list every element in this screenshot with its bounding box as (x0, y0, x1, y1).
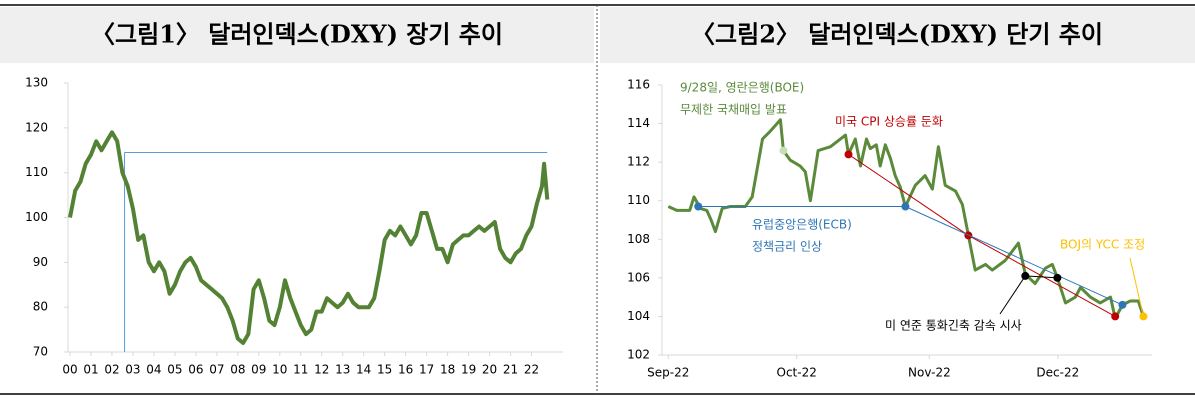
annotation-point (779, 146, 788, 155)
y-tick-label: 108 (627, 232, 650, 246)
x-tick-label: Dec-22 (1036, 366, 1079, 380)
y-tick-label: 130 (25, 76, 48, 90)
annotation-text: 유럽중앙은행(ECB) (752, 217, 852, 232)
chart-title: 〈그림1〉 달러인덱스(DXY) 장기 추이 (91, 20, 503, 49)
annotation-point (844, 150, 853, 159)
annotation-point (1118, 300, 1127, 309)
x-tick-label: 20 (482, 363, 497, 377)
x-tick-label: 09 (251, 363, 266, 377)
header-bg (600, 7, 1195, 63)
annotation-point (1139, 312, 1148, 321)
annotation-text: 미국 CPI 상승률 둔화 (835, 115, 943, 129)
y-tick-label: 104 (627, 309, 650, 323)
data-line (68, 130, 550, 345)
header-bg (0, 7, 594, 63)
chart-title: 〈그림2〉 달러인덱스(DXY) 단기 추이 (691, 20, 1103, 49)
annotation-point (1053, 273, 1062, 282)
annotation-point (1111, 312, 1120, 321)
x-tick-label: 12 (314, 363, 329, 377)
x-tick-label: 02 (104, 363, 119, 377)
x-tick-label: 03 (125, 363, 140, 377)
x-tick-label: 17 (419, 363, 434, 377)
x-tick-label: 15 (377, 363, 392, 377)
x-tick-label: Nov-22 (908, 366, 951, 380)
x-tick-label: 13 (335, 363, 350, 377)
annotation-point (901, 202, 910, 211)
x-tick-label: 00 (62, 363, 77, 377)
annotation-text: 9/28일, 영란은행(BOE) (680, 80, 804, 95)
annotation-point (1021, 271, 1030, 280)
y-tick-label: 120 (25, 120, 48, 134)
annotation-text: BOJ의 YCC 조정 (1060, 238, 1145, 252)
leader-line (1129, 257, 1144, 317)
x-tick-label: 16 (398, 363, 413, 377)
x-tick-label: 07 (209, 363, 224, 377)
x-tick-label: Sep-22 (647, 366, 689, 380)
y-tick-label: 110 (25, 165, 48, 179)
y-tick-label: 100 (25, 210, 48, 224)
y-tick-label: 116 (627, 78, 650, 92)
x-tick-label: 19 (461, 363, 476, 377)
x-tick-label: 11 (293, 363, 308, 377)
y-tick-label: 70 (33, 345, 48, 359)
y-tick-label: 80 (33, 300, 48, 314)
y-tick-label: 90 (33, 255, 48, 269)
x-tick-label: 18 (440, 363, 455, 377)
y-tick-label: 114 (627, 116, 650, 130)
x-tick-label: 01 (83, 363, 98, 377)
x-tick-label: 22 (524, 363, 539, 377)
annotation-point (694, 202, 703, 211)
x-tick-label: 08 (230, 363, 245, 377)
y-tick-label: 110 (627, 193, 650, 207)
x-tick-label: 04 (146, 363, 161, 377)
annotation-text: 정책금리 인상 (752, 239, 822, 254)
annotation-line (1025, 275, 1058, 279)
leader-line (999, 275, 1026, 315)
y-tick-label: 106 (627, 270, 650, 284)
x-tick-label: 05 (167, 363, 182, 377)
x-tick-label: 14 (356, 363, 371, 377)
annotation-text: 무제한 국채매입 발표 (680, 103, 787, 117)
annotation-line (848, 153, 1116, 317)
x-tick-label: 21 (503, 363, 518, 377)
x-tick-label: 06 (188, 363, 203, 377)
x-tick-label: 10 (272, 363, 287, 377)
x-tick-label: Oct-22 (777, 366, 817, 380)
y-tick-label: 102 (627, 348, 650, 362)
y-tick-label: 112 (627, 155, 650, 169)
data-line (667, 118, 1145, 320)
annotation-text: 미 연준 통화긴축 감속 시사 (885, 319, 1022, 333)
